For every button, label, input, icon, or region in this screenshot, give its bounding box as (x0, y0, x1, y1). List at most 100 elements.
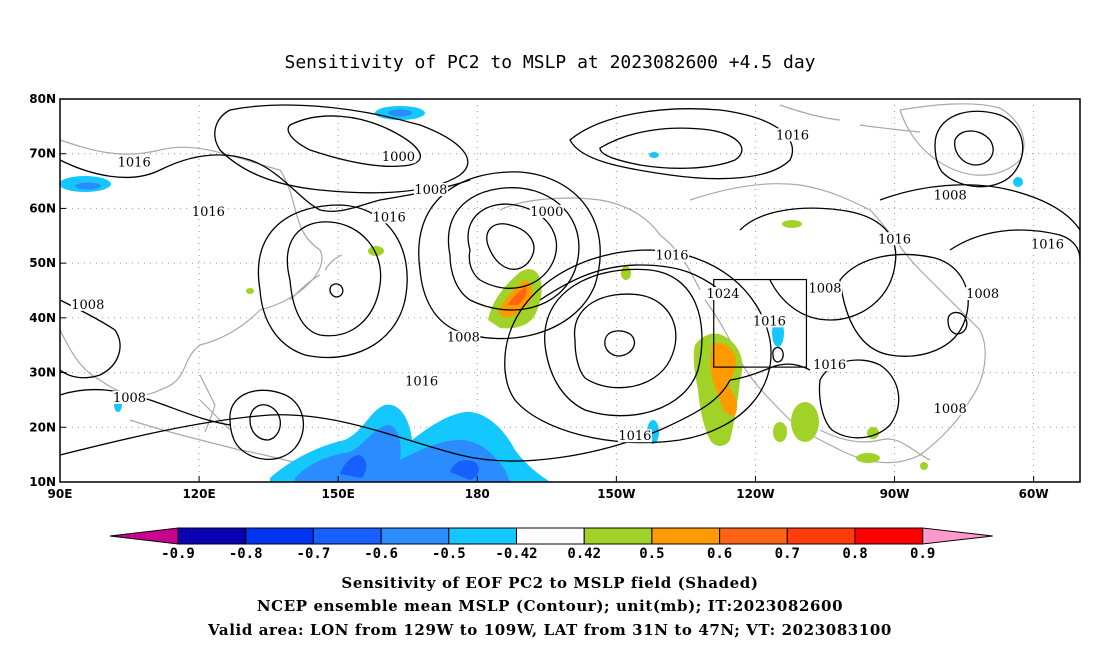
colorbar-tick-label: 0.8 (842, 546, 867, 562)
colorbar-tick-label: -0.5 (432, 546, 466, 562)
y-tick-label: 40N (29, 311, 56, 325)
colorbar-segment (245, 527, 314, 545)
contour-1008-sw (59, 388, 231, 426)
contour-1008-nwpac (257, 204, 408, 359)
contour-label: 1016 (405, 375, 438, 390)
contour-label-bg (812, 358, 847, 372)
y-tick-label: 70N (29, 147, 56, 161)
contour-1016-pac (539, 264, 721, 301)
caption-line-3: Valid area: LON from 129W to 109W, LAT f… (207, 621, 892, 639)
colorbar-tick-label: -0.42 (495, 546, 537, 562)
contour-label: 1016 (655, 249, 688, 264)
valid-area-box (713, 278, 808, 368)
contour-label-bg (404, 374, 439, 388)
colorbar-segment (448, 527, 517, 545)
contour-1016-west (59, 154, 471, 212)
contour-label-bg (775, 128, 810, 142)
shade-green-small-2 (621, 266, 631, 280)
contour-ring-small-1 (329, 283, 344, 298)
contour-1008-na-1 (739, 207, 897, 321)
contour-label: 1008 (934, 402, 967, 417)
shade-green-small-1 (368, 246, 384, 256)
contour-1000-north (287, 115, 422, 167)
contour-label-bg (117, 155, 152, 169)
colorbar-tick-label: 0.9 (910, 546, 935, 562)
contour-labels: 1016 1000 1016 1008 1016 1016 1008 1000 1016 1016… (70, 128, 1065, 444)
contour-greenland-1 (954, 130, 994, 166)
contour-label: 1008 (934, 188, 967, 203)
contour-ring-east (947, 311, 968, 335)
map-frame (59, 98, 1081, 483)
contour-label-bg (752, 314, 787, 328)
contour-label: 1000 (382, 150, 415, 165)
y-tick-label: 80N (29, 92, 56, 106)
colorbar-tick-label: -0.9 (161, 546, 195, 562)
contour-label: 1000 (530, 205, 563, 220)
colorbar-tick-label: -0.7 (297, 546, 331, 562)
colorbar-segment (583, 527, 653, 545)
contour-label: 1008 (414, 183, 447, 198)
contour-label: 1016 (753, 314, 786, 329)
contour-label: 1008 (447, 331, 480, 346)
contour-label: 1024 (706, 287, 739, 302)
colorbar-segment (177, 527, 247, 545)
x-tick-label: 180 (465, 487, 490, 501)
contour-1016-nwpac (286, 221, 382, 337)
contour-1008-gulf (818, 359, 900, 439)
colorbar-tick-label: 0.5 (639, 546, 664, 562)
caption-line-2: NCEP ensemble mean MSLP (Contour); unit(… (257, 597, 843, 615)
colorbar-segment (719, 527, 788, 545)
shade-green-gulf (856, 453, 880, 463)
coastline-arctic (779, 104, 921, 133)
shade-green-small-3 (782, 220, 802, 228)
contour-1016-long (59, 379, 731, 462)
shade-blue-small-1 (649, 152, 659, 158)
x-tick-label: 150W (597, 487, 635, 501)
contour-ring-w-2 (229, 389, 304, 460)
chart-title: Sensitivity of PC2 to MSLP at 2023082600… (284, 52, 815, 73)
sensitivity-shading (59, 106, 1023, 482)
coastline-greenland (899, 103, 1025, 176)
contour-label-bg (413, 183, 448, 197)
contour-label: 1016 (1031, 238, 1064, 253)
contour-label-bg (965, 286, 1000, 300)
contour-high-3 (544, 268, 703, 417)
coastlines (59, 103, 1025, 471)
contour-label-bg (655, 248, 689, 262)
colorbar-tick-label: 0.6 (707, 546, 732, 562)
colorbar-segment (786, 527, 856, 545)
shade-orange-coast (710, 343, 738, 416)
contour-low-ring-2 (467, 203, 558, 289)
caption-line-1: Sensitivity of EOF PC2 to MSLP field (Sh… (341, 574, 758, 592)
shade-green-small-6 (246, 288, 254, 294)
shade-red-nepac (508, 287, 527, 305)
coastline-north-america (689, 183, 986, 464)
contour-label-bg (446, 330, 481, 344)
x-axis: 90E 120E 150E 180 150W 120W 90W 60W (48, 476, 1049, 501)
contour-label-bg (1030, 237, 1065, 251)
contour-label: 1008 (71, 298, 104, 313)
contour-label-bg (933, 188, 968, 202)
colorbar-segment (380, 527, 450, 545)
mslp-contours (59, 104, 1081, 462)
shade-blue-west-core (75, 182, 101, 190)
contour-high-2 (573, 293, 677, 389)
contour-low-ring-3 (447, 187, 580, 311)
contour-label: 1016 (813, 358, 846, 373)
map-background (60, 99, 1080, 482)
contour-low-ring-1 (486, 223, 535, 270)
contour-high-arctic-1 (569, 108, 794, 180)
colorbar-segment (854, 527, 924, 545)
contour-label: 1016 (118, 156, 151, 171)
contour-1016-coast (729, 363, 811, 381)
contour-high-arctic-2 (599, 127, 743, 169)
y-tick-label: 50N (29, 256, 56, 270)
contour-label: 1016 (373, 210, 406, 225)
contour-label: 1008 (113, 391, 146, 406)
colorbar-arrow-right (922, 527, 993, 545)
colorbar-tick-label: -0.6 (364, 546, 398, 562)
x-tick-label: 120W (736, 487, 774, 501)
contour-label-bg (933, 401, 968, 415)
contour-label-bg (706, 286, 740, 300)
